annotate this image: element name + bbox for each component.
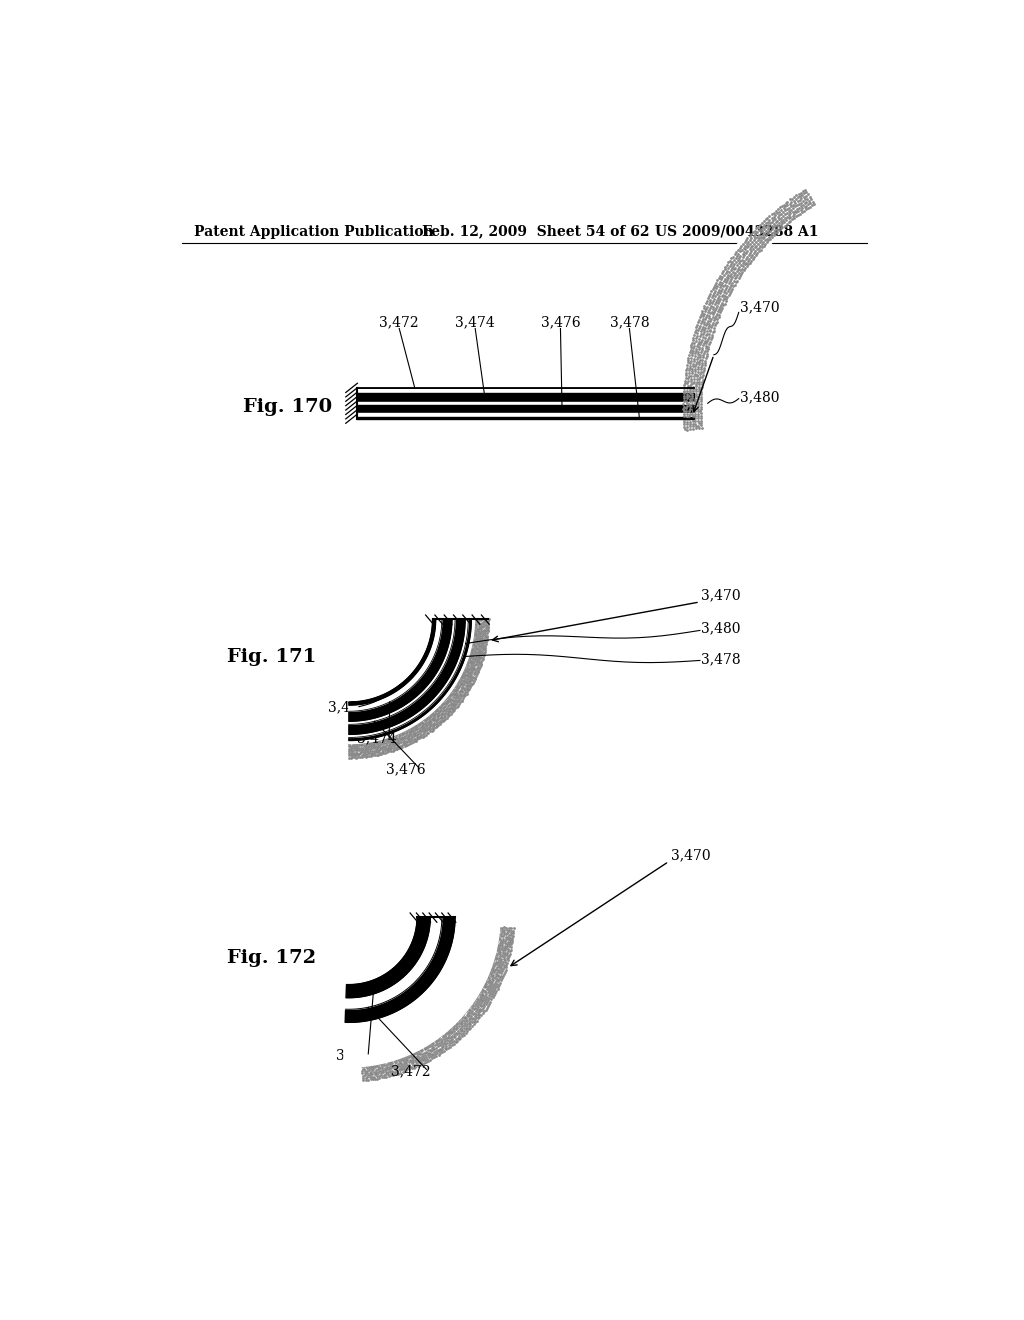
Polygon shape xyxy=(680,186,816,430)
Text: 3,472: 3,472 xyxy=(328,701,368,714)
Text: 3,470: 3,470 xyxy=(701,589,741,603)
Polygon shape xyxy=(346,917,417,985)
Text: 3,476: 3,476 xyxy=(541,315,581,330)
Polygon shape xyxy=(349,619,452,721)
Polygon shape xyxy=(346,917,430,998)
Polygon shape xyxy=(344,917,500,1067)
Text: 3,474: 3,474 xyxy=(456,315,495,330)
Polygon shape xyxy=(343,917,521,1089)
Polygon shape xyxy=(349,619,468,738)
Text: Patent Application Publication: Patent Application Publication xyxy=(194,224,433,239)
Polygon shape xyxy=(349,619,474,743)
Text: Feb. 12, 2009  Sheet 54 of 62: Feb. 12, 2009 Sheet 54 of 62 xyxy=(423,224,650,239)
Text: 3,470: 3,470 xyxy=(671,849,710,862)
Polygon shape xyxy=(349,619,465,734)
Text: US 2009/0043288 A1: US 2009/0043288 A1 xyxy=(655,224,818,239)
Polygon shape xyxy=(349,619,442,711)
Polygon shape xyxy=(349,619,432,702)
Polygon shape xyxy=(345,917,455,1022)
Text: 3,472: 3,472 xyxy=(391,1064,431,1078)
Polygon shape xyxy=(349,619,471,741)
Text: 3,478: 3,478 xyxy=(609,315,649,330)
Text: 3,470: 3,470 xyxy=(740,300,780,314)
Text: 3,478: 3,478 xyxy=(701,652,741,665)
Text: 3,474: 3,474 xyxy=(336,1048,376,1063)
Text: 3,474: 3,474 xyxy=(356,731,396,746)
Text: 3,476: 3,476 xyxy=(386,762,426,776)
Text: 3,472: 3,472 xyxy=(380,315,419,330)
Text: 3,480: 3,480 xyxy=(701,622,741,635)
Text: Fig. 172: Fig. 172 xyxy=(227,949,316,966)
Polygon shape xyxy=(349,619,493,762)
Text: Fig. 170: Fig. 170 xyxy=(243,399,332,416)
Polygon shape xyxy=(349,619,455,725)
Polygon shape xyxy=(349,619,435,705)
Polygon shape xyxy=(346,917,442,1010)
Text: 3,480: 3,480 xyxy=(740,391,779,404)
Text: Fig. 171: Fig. 171 xyxy=(227,648,316,667)
